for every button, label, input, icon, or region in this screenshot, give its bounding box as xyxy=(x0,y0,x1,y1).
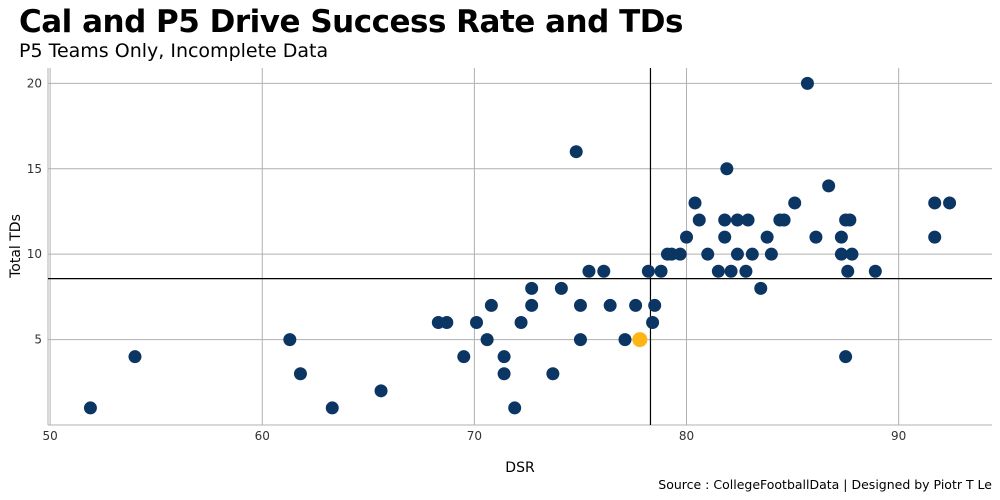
team-point xyxy=(724,264,738,278)
grid xyxy=(47,68,992,426)
x-tick-label: 90 xyxy=(891,429,906,443)
x-tick-label: 50 xyxy=(42,429,57,443)
team-point xyxy=(654,264,668,278)
team-point xyxy=(514,316,528,330)
team-point xyxy=(711,264,725,278)
team-point xyxy=(480,333,494,347)
team-point xyxy=(83,401,97,415)
team-point xyxy=(692,213,706,227)
team-point xyxy=(525,281,539,295)
team-point xyxy=(293,367,307,381)
team-point xyxy=(128,350,142,364)
team-point xyxy=(764,247,778,261)
team-point xyxy=(648,298,662,312)
cal-point xyxy=(632,332,648,348)
team-point xyxy=(809,230,823,244)
points xyxy=(83,76,957,415)
team-point xyxy=(546,367,560,381)
team-point xyxy=(868,264,882,278)
x-tick-label: 70 xyxy=(467,429,482,443)
team-point xyxy=(629,298,643,312)
team-point xyxy=(497,367,511,381)
y-tick-label: 10 xyxy=(27,247,42,261)
team-point xyxy=(741,213,755,227)
team-point xyxy=(839,350,853,364)
team-point xyxy=(673,247,687,261)
team-point xyxy=(554,281,568,295)
team-point xyxy=(943,196,957,210)
team-point xyxy=(573,298,587,312)
team-point xyxy=(484,298,498,312)
team-point xyxy=(569,145,583,159)
team-point xyxy=(603,298,617,312)
team-point xyxy=(325,401,339,415)
team-point xyxy=(718,213,732,227)
team-point xyxy=(701,247,715,261)
team-point xyxy=(374,384,388,398)
team-point xyxy=(470,316,484,330)
team-point xyxy=(730,247,744,261)
team-point xyxy=(641,264,655,278)
team-point xyxy=(822,179,836,193)
team-point xyxy=(745,247,759,261)
team-point xyxy=(760,230,774,244)
x-tick-label: 80 xyxy=(679,429,694,443)
team-point xyxy=(680,230,694,244)
team-point xyxy=(730,213,744,227)
team-point xyxy=(718,230,732,244)
team-point xyxy=(788,196,802,210)
y-tick-label: 20 xyxy=(27,76,42,90)
team-point xyxy=(928,196,942,210)
team-point xyxy=(440,316,454,330)
team-point xyxy=(720,162,734,176)
team-point xyxy=(800,76,814,90)
team-point xyxy=(457,350,471,364)
team-point xyxy=(283,333,297,347)
team-point xyxy=(525,298,539,312)
y-tick-label: 15 xyxy=(27,162,42,176)
chart-subtitle: P5 Teams Only, Incomplete Data xyxy=(19,40,329,62)
team-point xyxy=(688,196,702,210)
team-point xyxy=(845,247,859,261)
tick-labels: 50 60 70 80 90 5 10 15 20 xyxy=(27,76,907,443)
team-point xyxy=(843,213,857,227)
team-point xyxy=(646,316,660,330)
team-point xyxy=(834,230,848,244)
team-point xyxy=(597,264,611,278)
team-point xyxy=(841,264,855,278)
team-point xyxy=(834,247,848,261)
team-point xyxy=(777,213,791,227)
reference-lines xyxy=(48,68,992,425)
team-point xyxy=(497,350,511,364)
x-axis-label: DSR xyxy=(505,460,535,476)
team-point xyxy=(573,333,587,347)
y-tick-label: 5 xyxy=(34,333,42,347)
team-point xyxy=(508,401,522,415)
team-point xyxy=(928,230,942,244)
chart-title: Cal and P5 Drive Success Rate and TDs xyxy=(19,4,683,40)
team-point xyxy=(618,333,632,347)
team-point xyxy=(739,264,753,278)
team-point xyxy=(582,264,596,278)
x-tick-label: 60 xyxy=(255,429,270,443)
chart-caption: Source : CollegeFootballData | Designed … xyxy=(658,477,992,492)
y-axis-label: Total TDs xyxy=(8,214,24,279)
team-point xyxy=(754,281,768,295)
